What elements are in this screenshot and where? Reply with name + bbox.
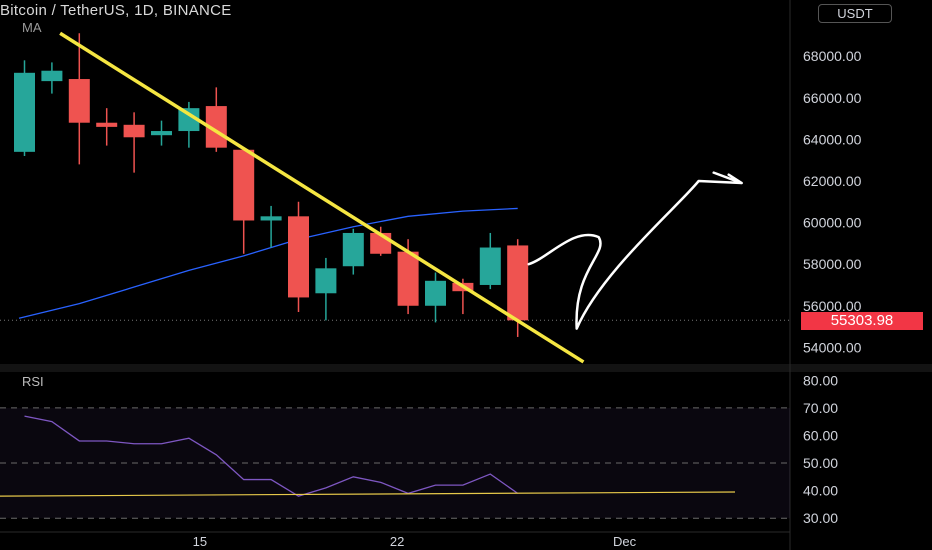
rsi-tick-label: 50.00 bbox=[803, 455, 838, 471]
price-tick-label: 64000.00 bbox=[803, 131, 862, 147]
time-tick-label: 22 bbox=[390, 534, 404, 549]
candle-body bbox=[260, 216, 282, 221]
projection-arrow-head bbox=[712, 171, 743, 185]
rsi-line bbox=[24, 415, 519, 497]
candle bbox=[260, 205, 282, 248]
candle-body bbox=[123, 124, 145, 138]
price-tick-label: 66000.00 bbox=[803, 90, 862, 106]
candle bbox=[425, 272, 446, 323]
candle bbox=[41, 62, 63, 94]
candle bbox=[205, 87, 227, 152]
candle-body bbox=[151, 131, 172, 136]
rsi-tick-label: 80.00 bbox=[803, 372, 838, 388]
candle bbox=[68, 33, 90, 165]
candle-body bbox=[342, 232, 364, 267]
candle-body bbox=[41, 70, 63, 82]
price-tick-label: 56000.00 bbox=[803, 298, 862, 314]
chart-title: Bitcoin / TetherUS, 1D, BINANCE bbox=[0, 2, 232, 19]
time-tick-label: Dec bbox=[613, 534, 637, 549]
candle-body bbox=[425, 280, 446, 306]
candle-body bbox=[205, 106, 227, 148]
candle-body bbox=[397, 251, 419, 306]
rsi-band bbox=[0, 407, 790, 519]
candle bbox=[479, 232, 501, 290]
rsi-tick-label: 40.00 bbox=[803, 483, 838, 499]
rsi-indicator-label[interactable]: RSI bbox=[22, 374, 44, 389]
rsi-ma-line bbox=[0, 491, 736, 497]
price-tick-label: 58000.00 bbox=[803, 256, 862, 272]
projection-arrow-drawing bbox=[527, 179, 743, 330]
price-tick-label: 62000.00 bbox=[803, 173, 862, 189]
candle bbox=[96, 108, 118, 146]
currency-button[interactable]: USDT bbox=[818, 4, 892, 23]
candle bbox=[14, 60, 35, 156]
candle bbox=[233, 147, 255, 254]
candle bbox=[151, 120, 172, 146]
price-tick-label: 54000.00 bbox=[803, 339, 862, 355]
candle-body bbox=[315, 268, 337, 294]
candle-body bbox=[96, 122, 118, 127]
price-tick-label: 68000.00 bbox=[803, 48, 862, 64]
candle bbox=[123, 112, 145, 173]
candle-body bbox=[479, 247, 501, 285]
candle-body bbox=[178, 108, 200, 132]
pane-separator bbox=[0, 364, 932, 372]
candle bbox=[342, 228, 364, 275]
candle bbox=[315, 257, 337, 321]
rsi-tick-label: 70.00 bbox=[803, 400, 838, 416]
trendline-drawing bbox=[59, 31, 585, 364]
last-price-label: 55303.98 bbox=[801, 312, 923, 330]
rsi-tick-label: 60.00 bbox=[803, 427, 838, 443]
candle-body bbox=[68, 79, 90, 123]
candle bbox=[288, 201, 309, 312]
candle-body bbox=[507, 245, 529, 321]
candle bbox=[452, 278, 474, 315]
ma-indicator-label[interactable]: MA bbox=[22, 20, 42, 35]
candle-body bbox=[233, 149, 255, 221]
candle-body bbox=[288, 216, 309, 298]
candle bbox=[178, 101, 200, 148]
rsi-tick-label: 30.00 bbox=[803, 510, 838, 526]
time-tick-label: 15 bbox=[193, 534, 207, 549]
price-tick-label: 60000.00 bbox=[803, 215, 862, 231]
candle-body bbox=[14, 72, 35, 152]
